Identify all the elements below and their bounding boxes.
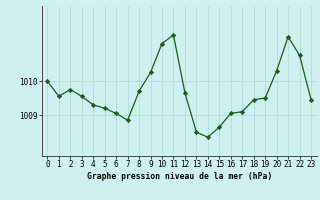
X-axis label: Graphe pression niveau de la mer (hPa): Graphe pression niveau de la mer (hPa) xyxy=(87,172,272,181)
